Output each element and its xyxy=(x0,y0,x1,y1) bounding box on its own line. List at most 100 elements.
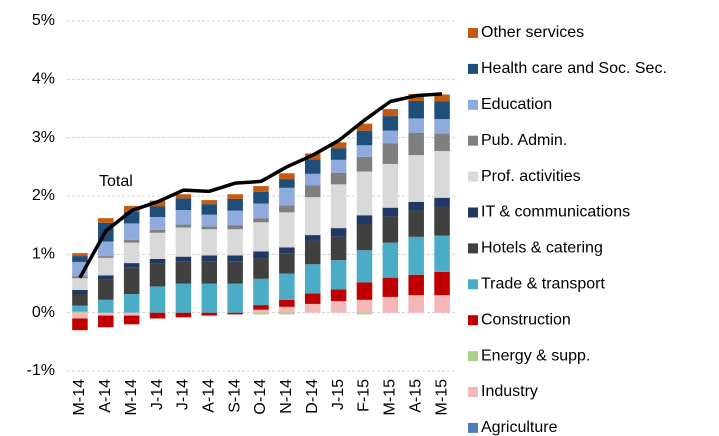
legend-label: Industry xyxy=(481,383,538,400)
bar-segment xyxy=(201,255,218,262)
bar-segment xyxy=(408,133,424,156)
legend-label: Construction xyxy=(481,311,571,328)
legend-swatch xyxy=(468,63,478,74)
bar-segment xyxy=(253,251,269,259)
bar-segment xyxy=(201,312,218,316)
bar-segment xyxy=(382,277,399,297)
bar-segment xyxy=(253,203,269,219)
bar-segment xyxy=(123,315,140,325)
bar-segment xyxy=(279,273,295,300)
bar-segment xyxy=(330,289,347,301)
bar-segment xyxy=(175,256,192,262)
bar-segment xyxy=(123,242,140,264)
y-tick-label: 3% xyxy=(32,129,55,146)
bar-segment xyxy=(330,148,347,160)
bar-segment xyxy=(175,312,192,318)
bar-segment xyxy=(98,299,114,313)
bar-segment xyxy=(227,225,243,230)
legend-swatch xyxy=(468,207,478,218)
bar-segment xyxy=(356,299,373,313)
legend-swatch xyxy=(468,351,478,362)
bar-segment xyxy=(356,224,373,251)
bar-segment xyxy=(279,253,295,274)
line-label: Total xyxy=(99,173,133,190)
bar-segment xyxy=(98,218,114,223)
bar-segment xyxy=(253,218,269,223)
bar-segment xyxy=(72,294,88,306)
x-tick-label: D-14 xyxy=(304,379,321,414)
bar-segment xyxy=(304,235,321,241)
legend-swatch xyxy=(468,28,478,38)
legend-label: Hotels & catering xyxy=(481,240,603,257)
bar-segment xyxy=(149,286,166,313)
bar-segment xyxy=(408,295,424,313)
bar-segment xyxy=(253,191,269,204)
bar-segment xyxy=(227,210,243,226)
bar-segment xyxy=(304,240,321,265)
legend-swatch xyxy=(468,279,478,290)
bar-segment xyxy=(382,116,399,131)
x-tick-label: M-14 xyxy=(123,379,140,416)
bar-segment xyxy=(201,200,218,205)
legend-swatch xyxy=(468,171,478,182)
x-tick-label: A-14 xyxy=(97,379,114,413)
bar-segment xyxy=(434,235,450,272)
bar-segment xyxy=(72,312,88,319)
bar-segment xyxy=(408,155,424,202)
bar-segment xyxy=(279,173,295,180)
bar-segment xyxy=(434,295,450,313)
bar-segment xyxy=(408,274,424,296)
legend-swatch xyxy=(468,315,478,326)
bar-segment xyxy=(304,293,321,304)
bar-segment xyxy=(149,259,166,264)
legend-swatch xyxy=(468,99,478,110)
bar-segment xyxy=(279,205,295,213)
x-tick-label: A-15 xyxy=(407,379,424,413)
bar-segment xyxy=(72,311,88,313)
bar-segment xyxy=(304,197,321,236)
bar-segment xyxy=(98,256,114,258)
bar-segment xyxy=(72,305,88,312)
legend-label: Energy & supp. xyxy=(481,347,590,364)
legend-label: Other services xyxy=(481,24,584,41)
bar-segment xyxy=(72,253,88,257)
bar-segment xyxy=(98,275,114,280)
bar-segment xyxy=(382,242,399,278)
x-tick-label: A-14 xyxy=(200,379,217,413)
bar-segment xyxy=(149,232,166,259)
bar-segment xyxy=(123,294,140,313)
bar-segment xyxy=(434,101,450,119)
legend-swatch xyxy=(468,243,478,254)
bar-segment xyxy=(434,151,450,198)
bar-segment xyxy=(382,207,399,217)
y-tick-label: 4% xyxy=(32,71,55,88)
bar-segment xyxy=(304,264,321,294)
x-tick-label: J-14 xyxy=(175,379,192,410)
bar-segment xyxy=(356,282,373,300)
bar-segment xyxy=(279,247,295,254)
bar-segment xyxy=(382,163,399,208)
bar-segment xyxy=(201,204,218,215)
bar-segment xyxy=(279,312,295,315)
bar-segment xyxy=(356,130,373,146)
x-tick-label: S-14 xyxy=(226,379,243,413)
bar-segment xyxy=(253,305,269,310)
bar-segment xyxy=(330,159,347,173)
bar-segment xyxy=(253,312,269,315)
bar-segment xyxy=(227,198,243,211)
legend-label: IT & communications xyxy=(481,204,630,221)
legend-label: Health care and Soc. Sec. xyxy=(481,60,667,77)
bar-segment xyxy=(227,283,243,313)
bar-segment xyxy=(123,263,140,268)
bar-segment xyxy=(434,133,450,152)
bar-segment xyxy=(304,159,321,174)
bar-segment xyxy=(356,215,373,224)
bar-segment xyxy=(149,263,166,287)
bar-segment xyxy=(356,123,373,131)
bar-segment xyxy=(253,258,269,279)
bar-segment xyxy=(434,94,450,102)
y-tick-label: 5% xyxy=(32,12,55,29)
bar-segment xyxy=(382,216,399,243)
bar-segment xyxy=(279,187,295,206)
x-tick-label: F-15 xyxy=(356,379,373,412)
